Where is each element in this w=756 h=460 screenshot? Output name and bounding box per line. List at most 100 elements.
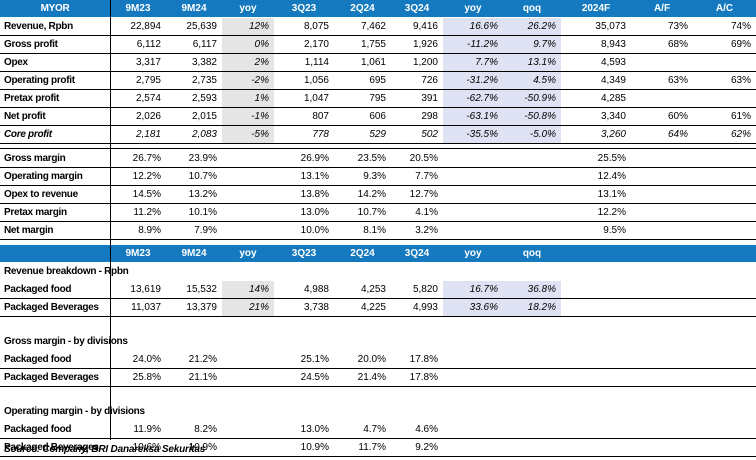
- table-cell: [693, 90, 756, 107]
- table-cell: 11.7%: [358, 442, 386, 453]
- table-cell: [443, 222, 503, 239]
- divider: [0, 167, 756, 168]
- table-cell: [443, 351, 503, 368]
- table-cell: 2,170: [303, 39, 329, 50]
- table-cell: 807: [312, 111, 329, 122]
- table-cell: [443, 186, 503, 203]
- table-cell: 21.1%: [188, 372, 217, 383]
- table-cell: 23.5%: [357, 153, 386, 164]
- table-cell: 10.6%: [132, 442, 161, 453]
- table-cell: 7.7%: [443, 54, 503, 71]
- row-label: Packaged food: [4, 354, 72, 365]
- row-label: Packaged food: [4, 424, 72, 435]
- table-cell: 13.1%: [503, 54, 561, 71]
- table-cell: 63%: [730, 75, 751, 86]
- table-cell: 24.0%: [132, 354, 161, 365]
- section-title: Gross margin - by divisions: [0, 333, 756, 350]
- table-cell: -35.5%: [443, 126, 503, 143]
- table-cell: 25.1%: [300, 354, 329, 365]
- table-cell: 11,037: [131, 302, 161, 313]
- row-label: Operating margin: [4, 171, 83, 182]
- table-cell: 2,574: [135, 93, 161, 104]
- table-cell: [222, 186, 274, 203]
- row-label: Core profit: [4, 129, 52, 140]
- row-label: Opex: [4, 57, 28, 68]
- table-cell: 3,738: [303, 302, 329, 313]
- table-cell: 11.2%: [133, 207, 161, 218]
- table-cell: [222, 150, 274, 167]
- table-cell: 25.5%: [597, 153, 626, 164]
- table-cell: -5.0%: [503, 126, 561, 143]
- table-cell: 26.9%: [300, 153, 329, 164]
- table-cell: 64%: [667, 129, 688, 140]
- divider: [0, 221, 756, 222]
- table-cell: 9.2%: [415, 442, 438, 453]
- table-cell: -5%: [222, 126, 274, 143]
- divider: [0, 53, 756, 54]
- table-row: Opex 3,317 3,382 2% 1,114 1,061 1,200 7.7% 13.1%…: [0, 54, 756, 71]
- table-cell: [693, 222, 756, 239]
- table-cell: 25.8%: [132, 372, 161, 383]
- table-row: Packaged Beverages 11,037 13,379 21% 3,738 4,…: [0, 299, 756, 316]
- row-label: Pretax margin: [4, 207, 67, 218]
- table-cell: 9.5%: [603, 225, 626, 236]
- section-title: Operating margin - by divisions: [0, 403, 756, 420]
- divider: [0, 143, 756, 144]
- column-header: qoq: [522, 3, 542, 14]
- divider: [0, 185, 756, 186]
- table-cell: [631, 150, 693, 167]
- table-cell: 695: [369, 75, 386, 86]
- column-header: A/C: [715, 3, 734, 14]
- table-cell: 4,993: [412, 302, 438, 313]
- row-label: Packaged Beverages: [4, 302, 99, 313]
- table-row: Operating profit 2,795 2,735 -2% 1,056 695 726…: [0, 72, 756, 89]
- table-cell: 298: [421, 111, 438, 122]
- divider: [0, 239, 756, 240]
- table-cell: 13.0%: [300, 424, 329, 435]
- divider: [0, 89, 756, 90]
- table-cell: 36.8%: [503, 281, 561, 298]
- table-row: Revenue, Rpbn 22,894 25,639 12% 8,075 7,462 9,…: [0, 18, 756, 35]
- divider: [0, 438, 756, 439]
- section-title: Revenue breakdown - Rpbn: [0, 263, 756, 280]
- row-label: Packaged Beverages: [4, 372, 99, 383]
- table-cell: [631, 168, 693, 185]
- table-cell: -31.2%: [443, 72, 503, 89]
- column-header: A/F: [653, 3, 671, 14]
- table-cell: 24.5%: [300, 372, 329, 383]
- table-row: Core profit 2,181 2,083 -5% 778 529 502 -35.5% -…: [0, 126, 756, 143]
- table-cell: [503, 421, 561, 438]
- table-cell: 15,532: [186, 284, 217, 295]
- table-cell: 13,379: [186, 302, 217, 313]
- table-cell: [503, 222, 561, 239]
- table-cell: 1%: [222, 90, 274, 107]
- table-cell: -50.9%: [503, 90, 561, 107]
- column-header: yoy: [239, 3, 257, 14]
- table-cell: 4,349: [600, 75, 626, 86]
- table-cell: 74%: [730, 21, 751, 32]
- table-cell: 10.9%: [188, 442, 217, 453]
- table-row: Net profit 2,026 2,015 -1% 807 606 298 -63.1% -5…: [0, 108, 756, 125]
- table-row: Gross profit 6,112 6,117 0% 2,170 1,755 1,926-…: [0, 36, 756, 53]
- table-row: Packaged Beverages 25.8% 21.1% 24.5% 21.4% 17…: [0, 369, 756, 386]
- table-cell: -62.7%: [443, 90, 503, 107]
- column-header: 9M24: [181, 3, 207, 14]
- table-cell: 18.2%: [503, 299, 561, 316]
- table-cell: [693, 204, 756, 221]
- table-cell: 73%: [667, 21, 688, 32]
- table-cell: 10.1%: [188, 207, 217, 218]
- table-cell: 13.2%: [188, 189, 217, 200]
- table-cell: 1,047: [303, 93, 329, 104]
- divider: [0, 386, 756, 387]
- table-cell: 2,795: [135, 75, 161, 86]
- table-cell: [503, 186, 561, 203]
- column-header: qoq: [522, 248, 542, 259]
- table-cell: 69%: [730, 39, 751, 50]
- row-label: Operating profit: [4, 75, 75, 86]
- table-cell: [631, 90, 693, 107]
- table-cell: 10.9%: [300, 442, 329, 453]
- table-cell: 2,735: [191, 75, 217, 86]
- table-row: Packaged food 24.0% 21.2% 25.1% 20.0% 17.8%: [0, 351, 756, 368]
- table-cell: 2%: [222, 54, 274, 71]
- table-cell: 13.1%: [597, 189, 626, 200]
